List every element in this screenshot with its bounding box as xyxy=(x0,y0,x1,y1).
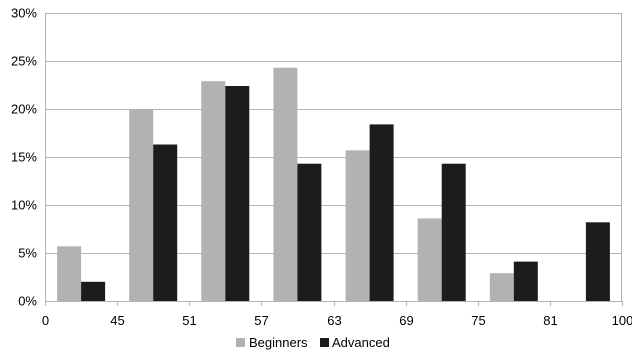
bar-advanced xyxy=(225,86,250,301)
x-tick-label: 63 xyxy=(327,313,341,328)
bar-advanced xyxy=(153,144,178,301)
legend-label-beginners: Beginners xyxy=(249,335,308,350)
y-tick-label: 30% xyxy=(11,6,37,21)
bar-beginners xyxy=(417,218,442,301)
x-tick-label: 100 xyxy=(612,313,632,328)
y-tick-label: 5% xyxy=(18,246,37,261)
x-tick-label: 57 xyxy=(254,313,268,328)
x-tick-label: 51 xyxy=(182,313,196,328)
x-tick-label: 0 xyxy=(42,313,49,328)
legend-label-advanced: Advanced xyxy=(332,335,390,350)
y-tick-label: 25% xyxy=(11,54,37,69)
legend: Beginners Advanced xyxy=(236,335,390,350)
legend-swatch-beginners xyxy=(236,338,245,347)
bar-advanced xyxy=(297,163,322,301)
y-tick-label: 15% xyxy=(11,150,37,165)
bar-advanced xyxy=(513,261,538,301)
y-tick-label: 20% xyxy=(11,102,37,117)
axes xyxy=(45,13,623,306)
bar-advanced xyxy=(81,281,106,301)
x-tick-label: 75 xyxy=(471,313,485,328)
x-axis-tick-labels: 0 45 51 57 63 69 75 81 100 xyxy=(42,313,632,328)
bar-beginners xyxy=(345,150,370,301)
bar-beginners xyxy=(57,246,82,301)
bar-beginners xyxy=(273,67,298,301)
x-tick-label: 45 xyxy=(110,313,124,328)
bar-advanced xyxy=(369,124,394,302)
y-axis-tick-labels: 0% 5% 10% 15% 20% 25% 30% xyxy=(11,6,37,309)
bar-advanced xyxy=(585,222,610,301)
y-tick-label: 10% xyxy=(11,198,37,213)
legend-swatch-advanced xyxy=(320,338,329,347)
bars xyxy=(57,67,610,302)
y-tick-label: 0% xyxy=(18,294,37,309)
x-tick-label: 81 xyxy=(543,313,557,328)
bar-beginners xyxy=(201,81,226,301)
bar-advanced xyxy=(441,163,466,301)
x-tick-label: 69 xyxy=(399,313,413,328)
bar-beginners xyxy=(129,109,154,301)
bar-beginners xyxy=(489,273,514,301)
